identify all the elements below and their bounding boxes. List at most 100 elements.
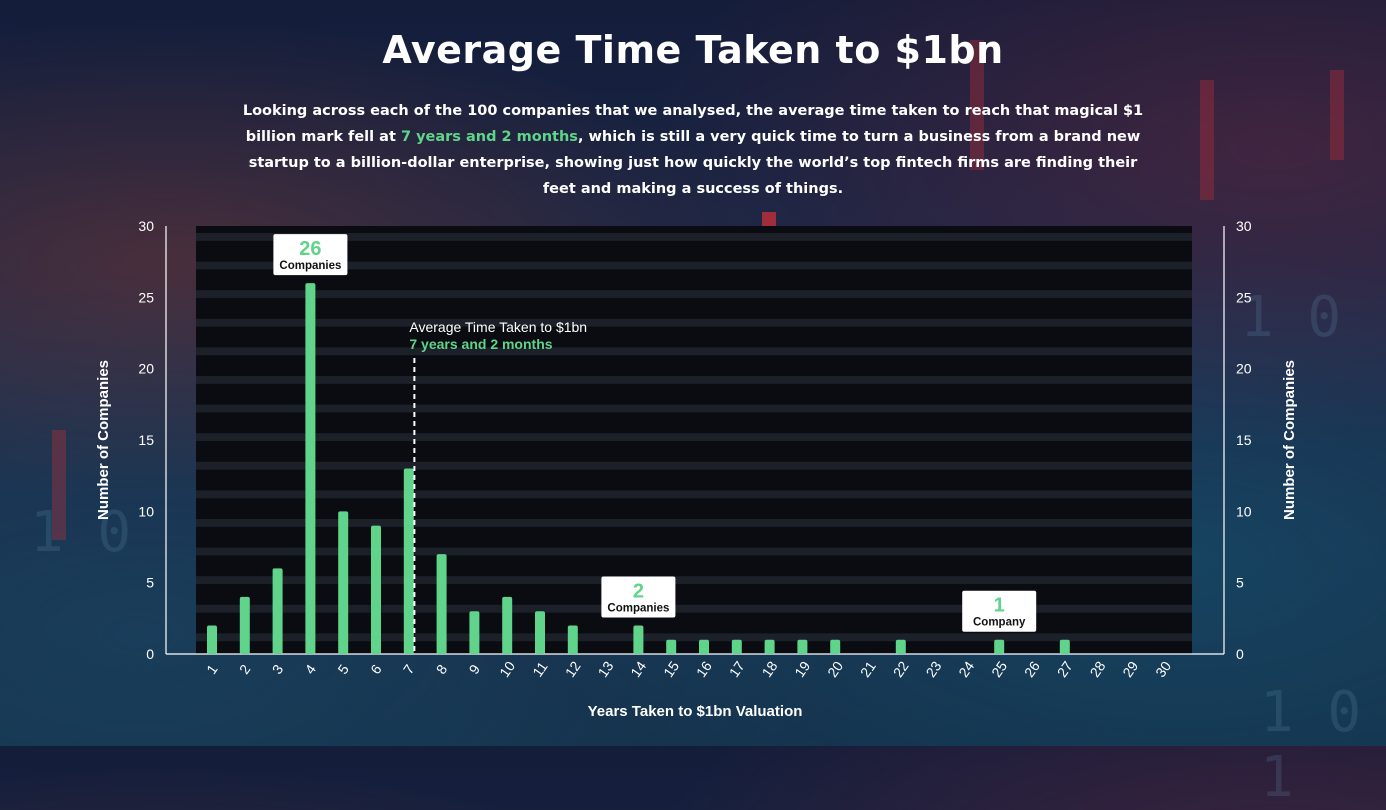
bar-year-25: [994, 639, 1005, 654]
y-tick-label-right: 0: [1236, 646, 1244, 662]
average-marker: Average Time Taken to $1bn 7 years and 2…: [409, 319, 587, 654]
callout-box: [273, 234, 348, 276]
bar-year-8: [436, 554, 447, 654]
callout-label: Companies: [279, 260, 341, 272]
bar-chart: 1 2 3 4 5 6 7 8 9 10 11 12 13 14 15 16 17 18 19 20 21 22 23 24 2…: [95, 218, 1252, 720]
bar-year-12: [567, 625, 578, 654]
bar-year-19: [797, 639, 808, 654]
x-tick-label: 28: [1086, 658, 1108, 680]
x-tick-labels: 1 2 3 4 5 6 7 8 9 10 11 12 13 14 15 16 17 18 19 20 21 22 23 24 2…: [203, 658, 1174, 680]
y-axis-title-left: Number of Companies: [95, 360, 112, 520]
x-tick-label: 17: [726, 658, 748, 680]
y-tick-label-right: 10: [1236, 503, 1252, 519]
intro-text-start: Looking across each of the 100 companies…: [242, 103, 1144, 145]
x-tick-label: 22: [890, 658, 912, 680]
x-tick-label: 30: [1152, 658, 1174, 680]
bar-year-5: [338, 511, 349, 654]
bar-year-4: [305, 283, 316, 654]
y-tick-label-left: 20: [138, 361, 154, 377]
x-tick-label: 6: [367, 661, 385, 677]
x-axis-title: Years Taken to $1bn Valuation: [588, 703, 803, 720]
x-tick-label: 9: [466, 661, 484, 677]
bar-year-2: [239, 596, 250, 654]
x-tick-label: 8: [433, 661, 451, 677]
bar-year-1: [207, 625, 217, 654]
grid-stripe: [196, 318, 1192, 327]
x-tick-label: 23: [922, 658, 944, 680]
x-tick-label: 1: [203, 661, 221, 677]
bar-year-16: [699, 639, 709, 654]
x-tick-label: 13: [594, 658, 616, 680]
grid-stripe: [196, 261, 1192, 270]
average-label-title: Average Time Taken to $1bn: [409, 319, 587, 335]
grid-stripe: [196, 404, 1192, 413]
background-deco-digit: 1 0: [1240, 285, 1342, 350]
y-tick-label-right: 20: [1236, 361, 1252, 377]
bar-year-18: [764, 639, 775, 654]
bar-year-22: [895, 639, 906, 654]
x-tick-label: 11: [529, 658, 551, 679]
bar-year-15: [666, 639, 677, 654]
y-tick-label-left: 25: [138, 289, 154, 305]
grid-stripe: [196, 233, 1192, 241]
background-deco-bar: [762, 212, 776, 228]
x-tick-label: 14: [627, 658, 649, 680]
grid-stripe: [196, 290, 1192, 299]
grid-stripe: [196, 547, 1192, 556]
grid-stripe: [196, 519, 1192, 527]
bar-year-6: [371, 525, 381, 654]
intro-highlight: 7 years and 2 months: [400, 129, 578, 145]
x-tick-label: 18: [758, 658, 780, 680]
x-tick-label: 25: [988, 658, 1010, 680]
bar-year-7: [403, 468, 414, 654]
x-tick-label: 12: [562, 658, 584, 680]
callout-label: Companies: [607, 602, 669, 614]
x-tick-label: 5: [334, 661, 352, 677]
background-deco-digit: 1 0: [30, 500, 132, 565]
grid-stripe: [196, 604, 1192, 613]
y-tick-label-left: 5: [146, 575, 154, 591]
x-tick-label: 24: [955, 658, 977, 680]
grid-stripe: [196, 461, 1192, 470]
x-tick-label: 4: [302, 661, 320, 677]
callout-number: 1: [994, 595, 1005, 617]
bar-year-11: [535, 611, 545, 654]
grid-stripes: [196, 233, 1192, 642]
bars: [207, 283, 1070, 654]
callout-number: 2: [633, 580, 644, 602]
background-deco-bar: [1330, 70, 1344, 160]
x-tick-label: 27: [1054, 658, 1076, 680]
y-tick-label-left: 15: [138, 432, 154, 448]
callout-box: [601, 576, 676, 618]
y-tick-label-right: 15: [1236, 432, 1252, 448]
bar-year-20: [830, 639, 841, 654]
grid-stripe: [196, 347, 1192, 356]
grid-stripe: [196, 576, 1192, 585]
y-tick-labels-left: 0 5 10 15 20 25 30: [138, 218, 154, 662]
x-tick-label: 16: [693, 658, 715, 680]
y-tick-label-right: 30: [1236, 218, 1252, 234]
y-tick-label-right: 25: [1236, 289, 1252, 305]
grid-stripe: [196, 633, 1192, 642]
y-tick-label-left: 10: [138, 503, 154, 519]
bar-year-10: [502, 596, 513, 654]
x-tick-label: 3: [269, 661, 287, 677]
y-tick-label-left: 30: [138, 218, 154, 234]
x-tick-label: 20: [824, 658, 846, 680]
background-deco-bar: [970, 40, 984, 170]
background-deco-bar: [1200, 80, 1214, 200]
y-tick-label-right: 5: [1236, 575, 1244, 591]
x-tick-label: 10: [496, 658, 518, 680]
bar-year-17: [731, 639, 742, 654]
bar-year-27: [1059, 639, 1070, 654]
grid-stripe: [196, 490, 1192, 499]
callout-label: Company: [973, 617, 1026, 629]
grid-stripe: [196, 433, 1192, 442]
callout-box: [962, 590, 1037, 632]
y-tick-labels-right: 0 5 10 15 20 25 30: [1236, 218, 1252, 662]
intro-paragraph: Looking across each of the 100 companies…: [230, 98, 1156, 202]
